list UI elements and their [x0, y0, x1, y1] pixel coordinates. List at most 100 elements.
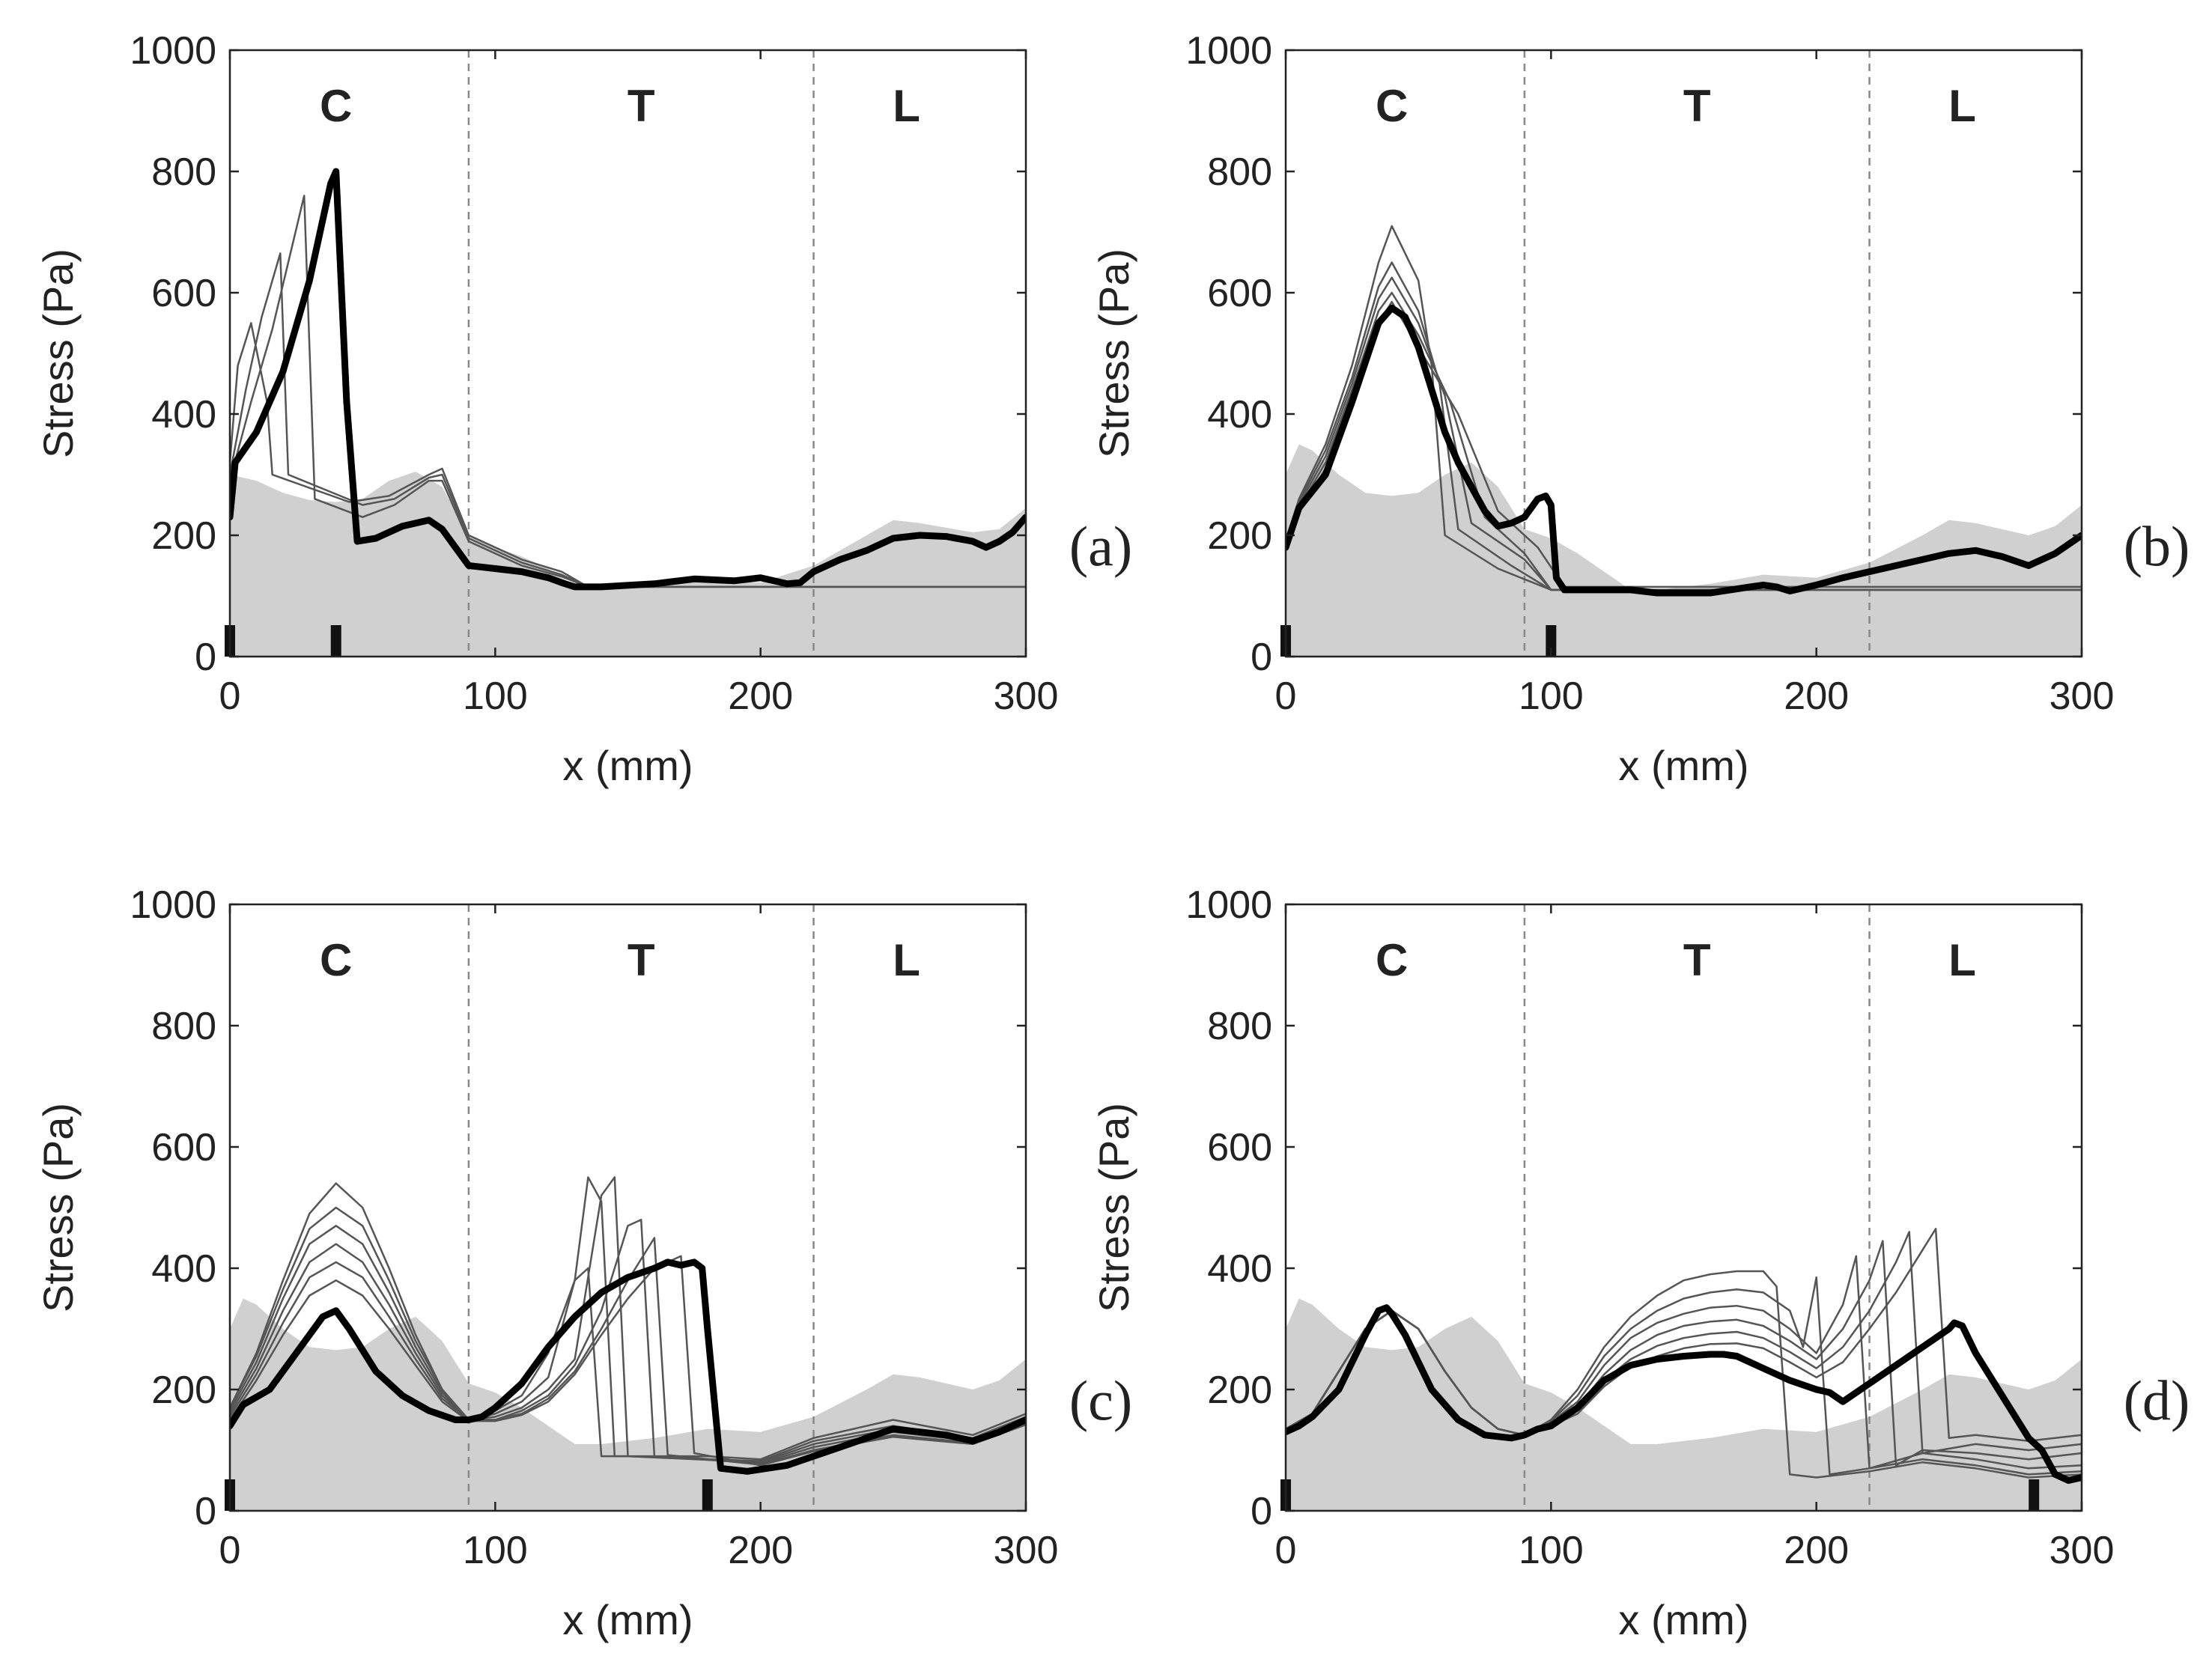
y-tick-label: 1000 — [130, 883, 216, 927]
y-tick-label: 800 — [1207, 150, 1272, 194]
region-label-l: L — [893, 81, 920, 131]
series-line-thin — [230, 1176, 1026, 1462]
y-tick-label: 600 — [1207, 272, 1272, 315]
y-tick-label: 0 — [195, 1490, 216, 1533]
series-line-thin — [230, 195, 1026, 588]
y-tick-label: 600 — [151, 272, 216, 315]
y-tick-label: 0 — [195, 636, 216, 679]
x-tick-label: 0 — [219, 675, 241, 718]
region-label-l: L — [1948, 935, 1976, 985]
panel-label: (d) — [2124, 1370, 2190, 1433]
position-marker — [1546, 625, 1557, 657]
x-tick-label: 100 — [463, 675, 528, 718]
x-tick-label: 100 — [1519, 675, 1584, 718]
x-tick-label: 100 — [463, 1529, 528, 1572]
y-tick-label: 800 — [1207, 1005, 1272, 1048]
axes-frame — [1284, 49, 2083, 658]
series-line-thin — [1286, 225, 2082, 591]
series-line-thin — [230, 1218, 1026, 1465]
series-line-thin — [1286, 1228, 2082, 1443]
y-tick-label: 200 — [1207, 514, 1272, 558]
region-label-t: T — [628, 935, 655, 985]
position-marker — [330, 625, 341, 657]
x-axis-title: x (mm) — [1618, 742, 1748, 789]
x-axis-title: x (mm) — [562, 1596, 693, 1643]
series-line-thick — [1286, 304, 2082, 597]
y-tick-label: 600 — [1207, 1126, 1272, 1169]
axes-frame — [228, 903, 1027, 1512]
series-line-thick — [1286, 1304, 2082, 1484]
y-tick-label: 400 — [151, 1247, 216, 1291]
region-label-t: T — [1683, 935, 1711, 985]
y-tick-label: 800 — [151, 150, 216, 194]
y-tick-label: 1000 — [1185, 29, 1272, 73]
panel-c: C T L 0 100 200 300 0 200 400 600 800 1000 x (mm) Stre… — [34, 883, 1132, 1643]
series-line-thin — [230, 1182, 1026, 1461]
series-line-thick — [230, 168, 1026, 591]
y-tick-label: 600 — [151, 1126, 216, 1169]
axes-frame — [1284, 903, 2083, 1512]
y-axis-title: Stress (Pa) — [1090, 1103, 1137, 1312]
series-line-thin — [1286, 261, 2082, 591]
region-label-c: C — [1376, 935, 1408, 985]
panel-label: (a) — [1069, 516, 1132, 579]
x-tick-label: 0 — [1275, 1529, 1297, 1572]
x-tick-label: 300 — [994, 1529, 1059, 1572]
y-axis-title: Stress (Pa) — [34, 249, 82, 458]
x-tick-label: 200 — [728, 675, 793, 718]
plot-area — [230, 50, 1026, 657]
region-label-c: C — [320, 81, 352, 131]
x-axis-title: x (mm) — [1618, 1596, 1748, 1643]
x-tick-label: 100 — [1519, 1529, 1584, 1572]
region-label-t: T — [1683, 81, 1711, 131]
plot-area — [230, 904, 1026, 1511]
y-tick-label: 1000 — [130, 29, 216, 73]
x-tick-label: 200 — [1784, 1529, 1849, 1572]
shaded-area — [1286, 444, 2082, 657]
y-tick-label: 800 — [151, 1005, 216, 1048]
y-tick-label: 400 — [1207, 1247, 1272, 1291]
region-label-c: C — [1376, 81, 1408, 131]
y-tick-label: 200 — [151, 1369, 216, 1412]
y-tick-label: 400 — [151, 393, 216, 436]
series-line-thick — [230, 1258, 1026, 1475]
x-tick-label: 300 — [2050, 1529, 2115, 1572]
series-line-thin — [230, 322, 1026, 588]
position-marker — [702, 1479, 713, 1511]
y-axis-title: Stress (Pa) — [1090, 249, 1137, 458]
x-tick-label: 200 — [1784, 675, 1849, 718]
panel-d: C T L 0 100 200 300 0 200 400 600 800 1000 x (mm) Stre… — [1090, 883, 2190, 1643]
y-tick-label: 200 — [1207, 1369, 1272, 1412]
y-tick-label: 0 — [1251, 1490, 1272, 1533]
y-axis-title: Stress (Pa) — [34, 1103, 82, 1312]
x-axis-title: x (mm) — [562, 742, 693, 789]
y-tick-label: 400 — [1207, 393, 1272, 436]
series-line-thin — [230, 1176, 1026, 1464]
series-line-thin — [230, 1255, 1026, 1467]
x-tick-label: 0 — [1275, 675, 1297, 718]
shaded-area — [1286, 1298, 2082, 1511]
series-line-thin — [1286, 276, 2082, 591]
position-marker — [2029, 1479, 2040, 1511]
region-label-t: T — [628, 81, 655, 131]
y-tick-label: 200 — [151, 514, 216, 558]
region-label-c: C — [320, 935, 352, 985]
region-label-l: L — [893, 935, 920, 985]
x-tick-label: 300 — [994, 675, 1059, 718]
panel-label: (b) — [2124, 516, 2190, 579]
axes-frame — [228, 49, 1027, 658]
series-line-thin — [230, 252, 1026, 588]
panel-label: (c) — [1069, 1370, 1132, 1433]
y-tick-label: 1000 — [1185, 883, 1272, 927]
y-tick-label: 0 — [1251, 636, 1272, 679]
x-tick-label: 0 — [219, 1529, 241, 1572]
panel-a: C T L 0 100 200 300 0 200 400 600 800 1000 x (mm) Stre… — [34, 29, 1132, 789]
region-label-l: L — [1948, 81, 1976, 131]
plot-area — [1286, 904, 2082, 1511]
plot-area — [1286, 50, 2082, 657]
shaded-area — [230, 1298, 1026, 1511]
x-tick-label: 200 — [728, 1529, 793, 1572]
panel-b: C T L 0 100 200 300 0 200 400 600 800 1000 x (mm) Stre… — [1090, 29, 2190, 789]
x-tick-label: 300 — [2050, 675, 2115, 718]
